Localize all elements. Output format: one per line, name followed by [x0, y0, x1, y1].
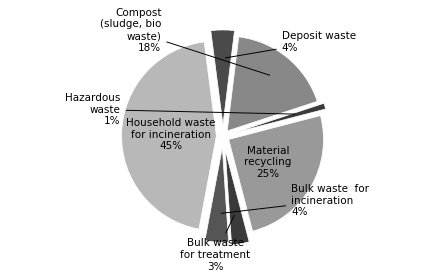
Text: Hazardous
waste
1%: Hazardous waste 1%: [65, 93, 295, 126]
Wedge shape: [211, 30, 235, 125]
Text: Compost
(sludge, bio
waste)
18%: Compost (sludge, bio waste) 18%: [100, 8, 270, 75]
Wedge shape: [234, 103, 326, 133]
Wedge shape: [229, 116, 323, 231]
Wedge shape: [122, 42, 216, 229]
Text: Deposit waste
4%: Deposit waste 4%: [226, 31, 356, 58]
Text: Household waste
for incineration
45%: Household waste for incineration 45%: [126, 118, 215, 151]
Wedge shape: [225, 150, 249, 245]
Text: Material
recycling
25%: Material recycling 25%: [244, 146, 292, 179]
Wedge shape: [205, 147, 229, 242]
Wedge shape: [227, 37, 317, 131]
Text: Bulk waste  for
incineration
4%: Bulk waste for incineration 4%: [221, 184, 369, 217]
Text: Bulk waste
for treatment
3%: Bulk waste for treatment 3%: [180, 215, 251, 272]
